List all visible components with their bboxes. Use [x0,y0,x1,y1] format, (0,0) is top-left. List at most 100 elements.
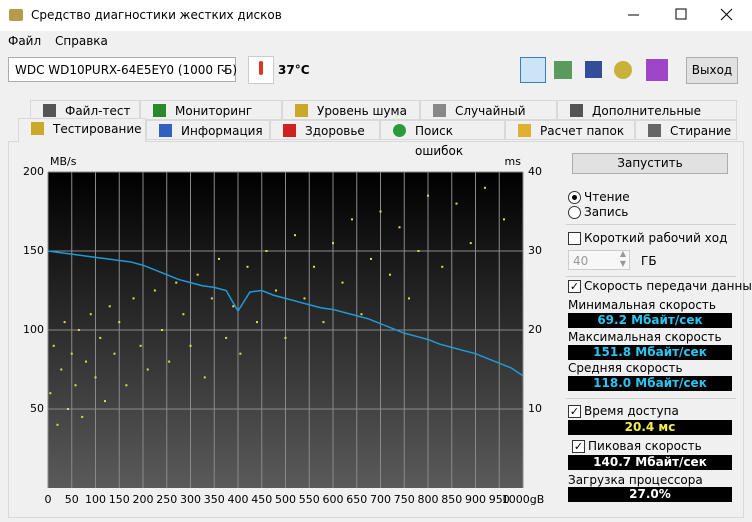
tab[interactable]: Дополнительные тесты [557,100,737,138]
tab-label: Расчет папок [540,124,625,138]
toolbar-button[interactable] [520,57,546,83]
access-time-point [66,408,69,410]
access-time-point [175,281,178,284]
access-time-point [284,336,287,339]
y2-tick-label: 30 [528,244,542,257]
app-icon [9,9,23,21]
access-time-point [322,321,325,324]
access-time-point [389,273,391,276]
y2-axis-label: ms [505,155,522,168]
checkbox[interactable]: ✓ [572,440,585,453]
access-time-point [441,265,444,268]
access-time-point [182,313,185,316]
access-time-point [153,289,156,292]
radio[interactable] [568,206,581,219]
window-title: Средство диагностики жестких дисков [31,8,282,22]
stat-value: 27.0% [568,487,732,502]
tab[interactable]: Тестирование [18,118,146,142]
toolbar-button[interactable] [554,61,572,79]
stat-label: Максимальная скорость [568,330,722,344]
x-tick-label: 1000gB [502,493,545,506]
spin-box[interactable]: 40 ▲ ▼ [568,249,630,270]
tab-label: Поиск ошибок [415,124,464,158]
title-bar [0,0,752,31]
x-tick-label: 550 [299,493,320,506]
access-time-point [239,352,242,355]
radio-label: Запись [584,205,629,219]
thermometer-icon [248,56,274,84]
access-time-point [189,344,192,347]
start-button[interactable]: Запустить [572,153,728,174]
x-tick-label: 300 [180,493,201,506]
spin-unit: ГБ [641,254,657,268]
menu-item[interactable]: Файл [8,34,42,48]
checkbox[interactable]: ✓ [568,405,581,418]
radio[interactable] [568,191,581,204]
stat-label: Загрузка процессора [568,473,703,487]
separator [566,398,736,399]
access-time-point [113,352,116,355]
toolbar-button[interactable] [646,59,668,81]
access-time-point [360,313,363,316]
access-time-point [108,305,111,308]
drive-select[interactable]: WDC WD10PURX-64E5EY0 (1000 ГБ) ⌄ [8,57,238,82]
checkbox[interactable] [568,232,581,245]
access-time-point [225,336,228,339]
access-time-point [63,321,66,324]
access-time-point [70,352,73,355]
access-time-point [484,186,486,189]
x-tick-label: 600 [323,493,344,506]
tab[interactable]: Мониторинг диска [140,100,282,138]
checkbox-label: Пиковая скорость [588,439,702,453]
access-time-point [469,242,472,245]
x-tick-label: 0 [45,493,52,506]
toolbar-button[interactable] [585,61,602,78]
menu-item[interactable]: Справка [55,34,108,48]
toolbar-button[interactable] [614,61,632,79]
separator [566,276,736,277]
checkbox-label: Скорость передачи данных [584,279,752,293]
tab-label: Уровень шума [317,104,407,118]
x-tick-label: 750 [394,493,415,506]
access-time-point [303,297,306,300]
x-tick-label: 500 [275,493,296,506]
x-tick-label: 100 [85,493,106,506]
access-time-point [398,226,401,229]
tab[interactable]: Расчет папок [505,120,635,140]
y2-tick-label: 10 [528,402,542,415]
tab[interactable]: Информация [146,120,270,140]
access-time-point [503,218,505,221]
y-tick-label: 200 [23,165,44,178]
drive-name: WDC WD10PURX-64E5EY0 (1000 ГБ) [15,63,238,77]
checkbox[interactable]: ✓ [568,280,581,293]
dropdown-arrow: ⌄ [218,61,229,75]
tab[interactable]: Поиск ошибок [380,120,505,158]
access-time-point [417,250,420,252]
separator [566,224,736,225]
tab-label: Информация [181,124,263,138]
access-time-point [168,360,171,363]
checkbox-label: Короткий рабочий ход [584,231,728,245]
y2-tick-label: 40 [528,165,542,178]
tab-label: Файл-тест [65,104,131,118]
x-tick-label: 250 [156,493,177,506]
transfer-rate-line [47,250,524,377]
tab[interactable]: Уровень шума [282,100,420,120]
access-time-point [332,242,334,245]
tab[interactable]: Файл-тест [30,100,140,120]
access-time-point [99,336,102,339]
tab-label: Здоровье [305,124,365,138]
access-time-point [232,305,235,308]
x-tick-label: 700 [370,493,391,506]
x-tick-label: 950 [489,493,510,506]
access-time-point [275,289,277,292]
y-tick-label: 100 [23,323,44,336]
tab[interactable]: Случайный тест [420,100,557,138]
exit-button[interactable]: Выход [686,57,738,84]
window-controls[interactable] [600,0,752,31]
access-time-point [294,234,296,237]
tab[interactable]: Стирание [635,120,737,140]
y-axis-label: MB/s [50,155,77,168]
tab[interactable]: Здоровье [270,120,380,140]
access-time-point [351,218,353,221]
